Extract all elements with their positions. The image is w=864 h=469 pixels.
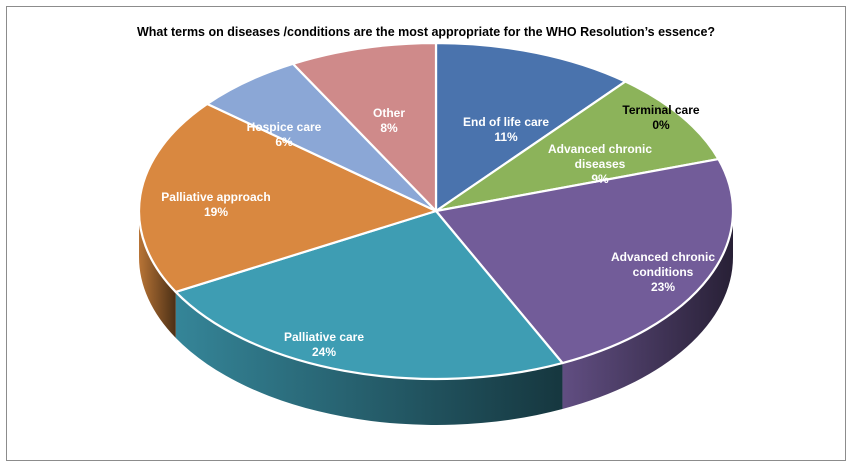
slice-side-palliative-approach — [139, 211, 176, 338]
slice-side-advanced-chronic-conditions — [562, 211, 733, 410]
data-label-advanced-chronic-diseases: Advanced chronic diseases 9% — [548, 142, 652, 186]
slice-other — [291, 41, 438, 213]
pie-sides — [139, 211, 733, 426]
data-label-palliative-care: Palliative care 24% — [284, 330, 364, 359]
data-label-terminal-care: Terminal care 0% — [622, 103, 699, 132]
pie-tops — [137, 41, 735, 381]
data-label-palliative-approach: Palliative approach 19% — [161, 190, 270, 219]
slice-side-palliative-care — [175, 291, 563, 426]
data-label-hospice-care: Hospice care 6% — [247, 120, 322, 149]
pie-labels: End of life care 11% Terminal care 0% Advanc… — [161, 103, 715, 359]
data-label-advanced-chronic-conditions: Advanced chronic conditions 23% — [611, 250, 715, 294]
slice-advanced-chronic-conditions — [434, 157, 735, 365]
data-label-other: Other 8% — [373, 106, 405, 135]
slice-end-of-life-care — [434, 41, 627, 213]
slice-advanced-chronic-diseases — [434, 80, 720, 213]
slice-palliative-care — [174, 209, 564, 381]
data-label-end-of-life-care: End of life care 11% — [463, 115, 549, 144]
slice-palliative-approach — [137, 102, 438, 294]
chart-title: What terms on diseases /conditions are t… — [136, 25, 716, 39]
